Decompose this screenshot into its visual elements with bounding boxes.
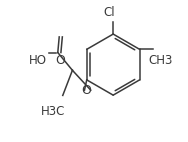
Text: O: O xyxy=(81,84,91,97)
Text: CH3: CH3 xyxy=(149,54,173,67)
Text: Cl: Cl xyxy=(103,6,115,19)
Text: O: O xyxy=(55,54,65,67)
Text: HO: HO xyxy=(29,54,47,67)
Text: H3C: H3C xyxy=(41,105,66,118)
